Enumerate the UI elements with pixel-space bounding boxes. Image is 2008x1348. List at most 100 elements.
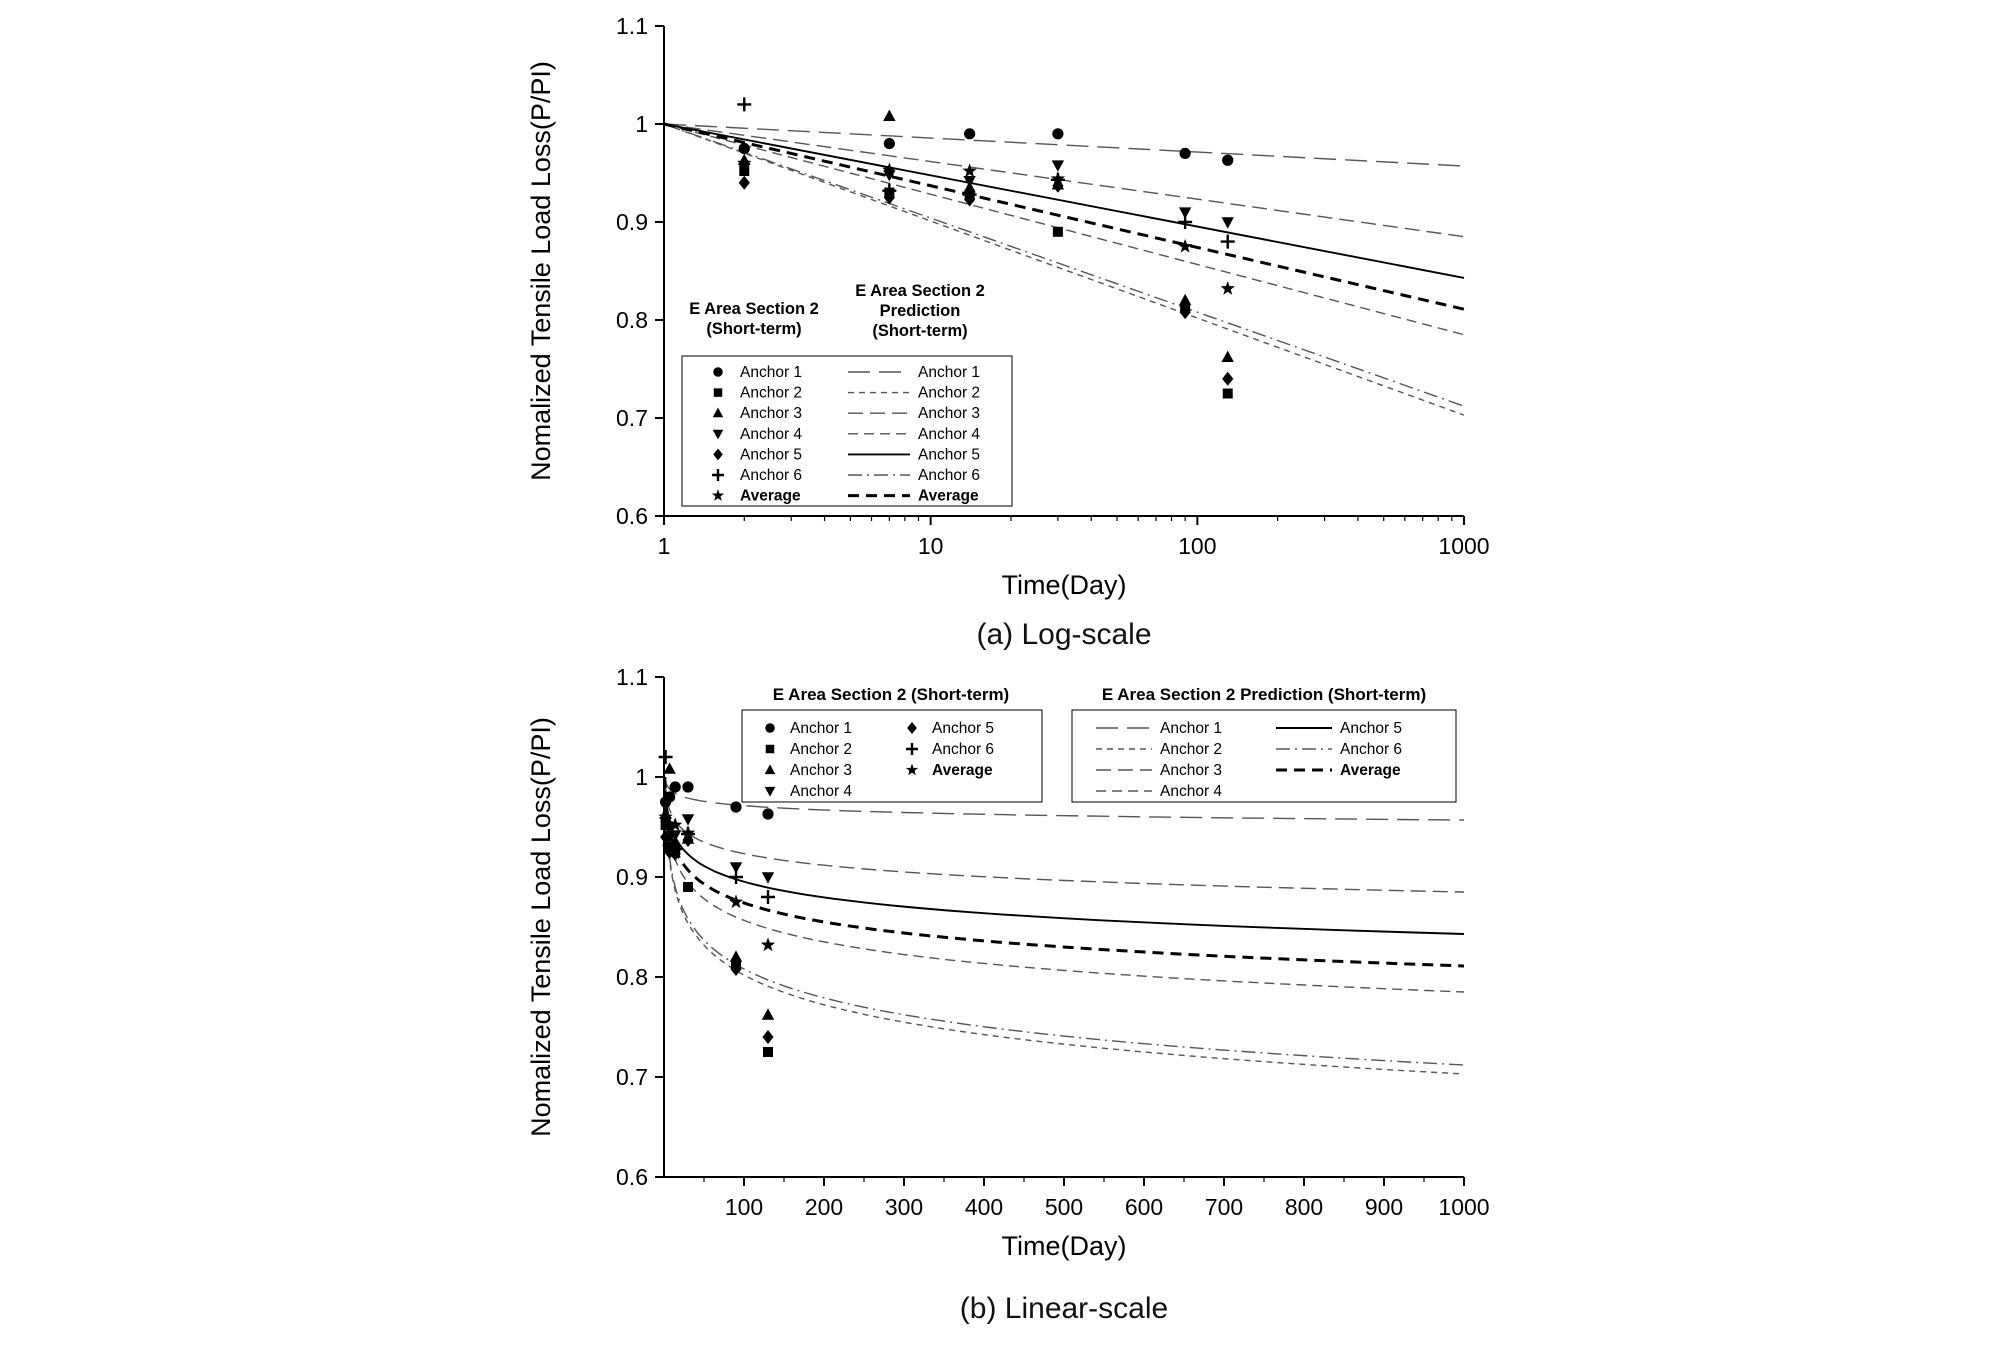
star-marker-icon xyxy=(711,489,725,501)
triangle-down-marker-icon xyxy=(712,429,724,440)
legend-item-label: Anchor 4 xyxy=(1160,783,1222,800)
plus-marker-icon xyxy=(712,469,724,481)
circle-marker-icon xyxy=(762,808,774,820)
star-marker-icon xyxy=(1177,238,1193,253)
y-axis-title: Nomalized Tensile Load Loss(P/PI) xyxy=(526,717,556,1137)
legend-item-label: Anchor 2 xyxy=(740,385,802,402)
triangle-down-marker-icon xyxy=(681,814,695,826)
diamond-marker-icon xyxy=(738,175,750,190)
legend-item-label: Anchor 4 xyxy=(740,426,802,443)
series-anchor-6 xyxy=(737,97,1235,249)
square-marker-icon xyxy=(1222,388,1233,399)
plus-marker-icon xyxy=(729,870,743,884)
legend-box xyxy=(681,355,1013,507)
legend-item-label: Anchor 6 xyxy=(740,467,802,484)
x-tick-label: 300 xyxy=(885,1194,923,1220)
x-tick-label: 900 xyxy=(1365,1194,1403,1220)
diamond-marker-icon xyxy=(1222,371,1234,386)
triangle-up-marker-icon xyxy=(883,109,896,121)
legend-measured-title: E Area Section 2 xyxy=(689,300,819,318)
x-tick-label: 600 xyxy=(1125,1194,1163,1220)
y-tick-label: 0.6 xyxy=(616,1164,648,1190)
circle-marker-icon xyxy=(738,142,750,155)
square-marker-icon xyxy=(1052,226,1063,237)
diamond-marker-icon xyxy=(907,722,917,734)
circle-marker-icon xyxy=(1179,147,1191,159)
plus-marker-icon xyxy=(962,187,977,202)
star-marker-icon xyxy=(962,163,977,178)
star-marker-icon xyxy=(1050,171,1066,185)
star-marker-icon xyxy=(668,817,683,832)
legend-item-label: Anchor 2 xyxy=(1160,741,1222,758)
log-scale-chart: 0.6 0.7 0.8 0.9 1 1.1 1 10 100 1000 Time(Day) Nomal… xyxy=(526,13,1490,600)
legend-prediction-title: Prediction xyxy=(880,302,961,320)
legend-item-label: Average xyxy=(932,762,993,779)
plus-marker-icon xyxy=(668,842,683,856)
circle-marker-icon xyxy=(669,781,681,793)
series-anchor-6 xyxy=(658,750,775,904)
x-tick-label: 1000 xyxy=(1438,1194,1489,1220)
y-tick-label: 1 xyxy=(635,764,648,790)
legend-item-label: Anchor 6 xyxy=(1340,741,1402,758)
series-anchor-3 xyxy=(738,109,1234,363)
circle-marker-icon xyxy=(730,801,742,813)
legend-item-label: Average xyxy=(740,488,801,505)
y-tick-label: 1 xyxy=(635,111,648,137)
x-axis-title: Time(Day) xyxy=(1002,570,1127,600)
triangle-up-marker-icon xyxy=(1221,350,1234,363)
legend-item-label: Anchor 5 xyxy=(1340,720,1402,737)
triangle-down-marker-icon xyxy=(764,786,776,797)
caption-linear-scale: (b) Linear-scale xyxy=(959,1292,1169,1325)
caption-log-scale: (a) Log-scale xyxy=(976,618,1152,651)
legend-item-label: Anchor 5 xyxy=(932,720,994,737)
legend-item-label: Anchor 6 xyxy=(932,741,994,758)
prediction-line-anchor-6 xyxy=(663,123,1465,407)
plus-marker-icon xyxy=(882,183,897,198)
x-tick-label: 400 xyxy=(965,1194,1003,1220)
plus-marker-icon xyxy=(658,750,673,764)
series-anchor-1 xyxy=(660,781,774,820)
triangle-up-marker-icon xyxy=(761,1008,775,1020)
star-marker-icon xyxy=(680,825,696,840)
triangle-up-marker-icon xyxy=(1178,293,1192,306)
axes: 0.6 0.7 0.8 0.9 1 1.1 1 10 100 1000 Time(Day) Nomal… xyxy=(526,13,1490,600)
prediction-line-anchor-4 xyxy=(664,776,1465,993)
plus-marker-icon xyxy=(1220,234,1235,249)
prediction-line-anchor-5 xyxy=(663,123,1465,279)
prediction-line-anchor-2 xyxy=(663,123,1465,416)
legend-item-label: Anchor 1 xyxy=(918,364,980,381)
star-marker-icon xyxy=(1220,281,1235,295)
legend-box xyxy=(741,709,1043,803)
y-tick-label: 1.1 xyxy=(616,13,648,39)
prediction-line-anchor-1 xyxy=(664,776,1465,821)
circle-marker-icon xyxy=(765,723,775,733)
y-tick-label: 0.6 xyxy=(616,503,648,529)
legend-box xyxy=(1071,709,1457,803)
triangle-down-marker-icon xyxy=(729,862,743,874)
square-marker-icon xyxy=(763,1047,773,1057)
triangle-up-marker-icon xyxy=(663,762,676,774)
legend-item-label: Anchor 4 xyxy=(918,426,980,443)
legend-item-label: Anchor 1 xyxy=(740,364,802,381)
prediction-line-anchor-3 xyxy=(664,776,1465,893)
triangle-down-marker-icon xyxy=(1221,217,1234,229)
legend-item-label: Anchor 2 xyxy=(790,741,852,758)
legend-item-label: Anchor 1 xyxy=(1160,720,1222,737)
series-anchor-1 xyxy=(738,128,1234,166)
legend-item-label: Anchor 5 xyxy=(918,446,980,463)
plus-marker-icon xyxy=(906,743,918,755)
square-marker-icon xyxy=(713,388,723,397)
measured-points xyxy=(737,97,1235,399)
axes: 0.6 0.7 0.8 0.9 1 1.1 100 200 300 400 500 600 700 800… xyxy=(526,664,1490,1261)
y-tick-label: 0.8 xyxy=(616,307,648,333)
x-tick-label: 1000 xyxy=(1438,533,1489,559)
legend-prediction-title: E Area Section 2 xyxy=(855,282,985,300)
circle-marker-icon xyxy=(713,367,723,377)
triangle-down-marker-icon xyxy=(761,872,775,884)
legend-item-label: Anchor 3 xyxy=(1160,762,1222,779)
legend-prediction-title: E Area Section 2 Prediction (Short-term) xyxy=(1102,685,1426,704)
plus-marker-icon xyxy=(761,890,775,904)
legend-measured-title: (Short-term) xyxy=(706,320,801,338)
legend-item-label: Average xyxy=(1340,762,1401,779)
plus-marker-icon xyxy=(1178,215,1193,229)
